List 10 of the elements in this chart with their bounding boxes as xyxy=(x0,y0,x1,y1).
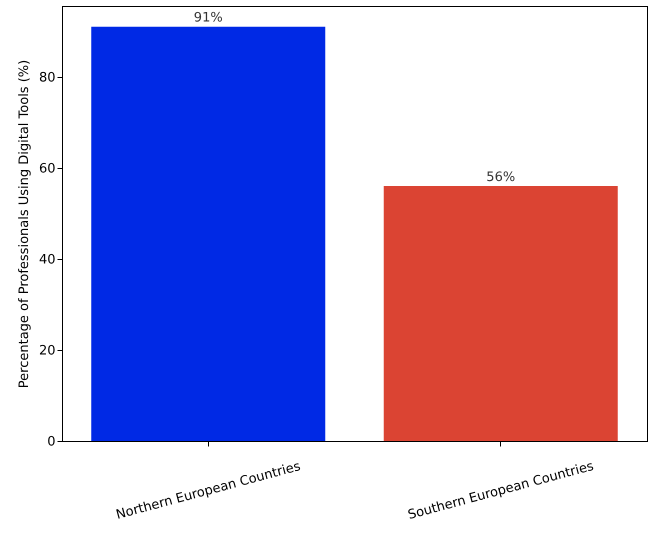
x-tick-label: Northern European Countries xyxy=(114,459,302,523)
y-tick-label: 40 xyxy=(38,252,56,268)
y-tick-label: 80 xyxy=(38,70,56,86)
data-label: 56% xyxy=(486,170,516,186)
data-label: 91% xyxy=(194,10,223,26)
y-axis-title: Percentage of Professionals Using Digital Tools (%) xyxy=(16,60,32,388)
x-tick-label: Southern European Countries xyxy=(406,458,596,524)
y-tick-label: 0 xyxy=(47,434,56,450)
y-tick-label: 60 xyxy=(38,161,56,176)
y-tick-label: 20 xyxy=(38,343,56,358)
